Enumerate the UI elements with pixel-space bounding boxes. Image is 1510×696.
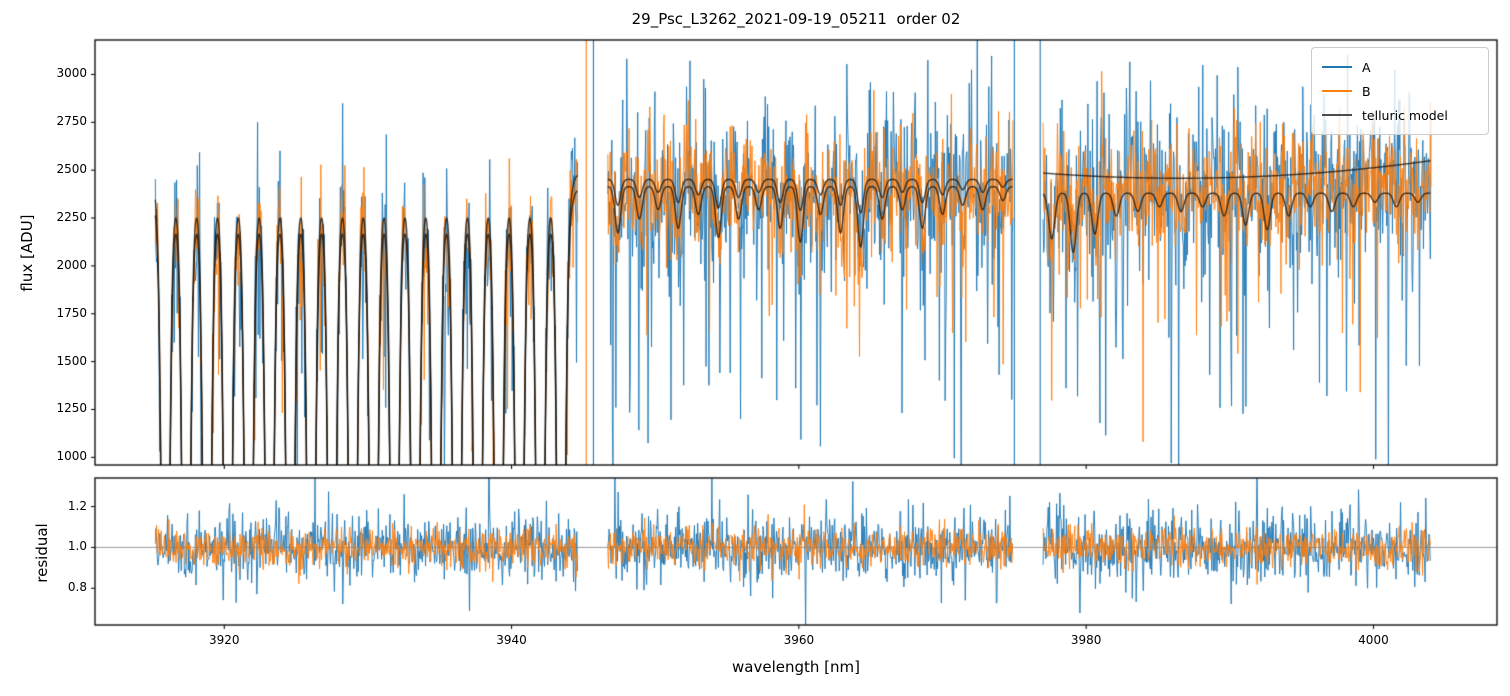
x-tick-label: 4000 xyxy=(1358,633,1389,647)
legend-item-telluric: telluric model xyxy=(1322,103,1478,127)
legend-item-b: B xyxy=(1322,79,1478,103)
flux-ytick-label: 1000 xyxy=(56,449,87,464)
legend-line-b-swatch xyxy=(1322,90,1352,92)
x-axis-label: wavelength [nm] xyxy=(732,658,860,676)
flux-ytick-label: 2250 xyxy=(56,210,87,225)
x-tick-label: 3940 xyxy=(496,633,527,647)
legend-box: A B telluric model xyxy=(1311,47,1489,135)
flux-ytick-label: 2000 xyxy=(56,257,87,272)
flux-ytick-label: 1500 xyxy=(56,353,87,368)
plot-title: 29_Psc_L3262_2021-09-19_05211 order 02 xyxy=(631,10,961,28)
flux-ytick-label: 3000 xyxy=(56,66,87,81)
flux-ytick-label: 2500 xyxy=(56,162,87,177)
legend-label-telluric: telluric model xyxy=(1362,107,1448,123)
flux-ytick-label: 1250 xyxy=(56,401,87,416)
x-tick-label: 3980 xyxy=(1070,633,1102,647)
legend-line-telluric-swatch xyxy=(1322,114,1352,116)
residual-ytick-label: 1.0 xyxy=(67,539,87,554)
flux-axis-label: flux [ADU] xyxy=(18,214,36,292)
legend-line-a-swatch xyxy=(1322,66,1352,68)
legend-label-b: B xyxy=(1362,83,1371,99)
legend-label-a: A xyxy=(1362,59,1371,75)
flux-ytick-label: 2750 xyxy=(56,114,87,129)
legend-item-a: A xyxy=(1322,55,1478,79)
flux-ytick-label: 1750 xyxy=(56,305,87,320)
x-tick-label: 3960 xyxy=(783,633,815,647)
x-tick-label: 3920 xyxy=(209,633,240,647)
residual-ytick-label: 0.8 xyxy=(67,580,87,595)
residual-ytick-label: 1.2 xyxy=(67,498,87,513)
